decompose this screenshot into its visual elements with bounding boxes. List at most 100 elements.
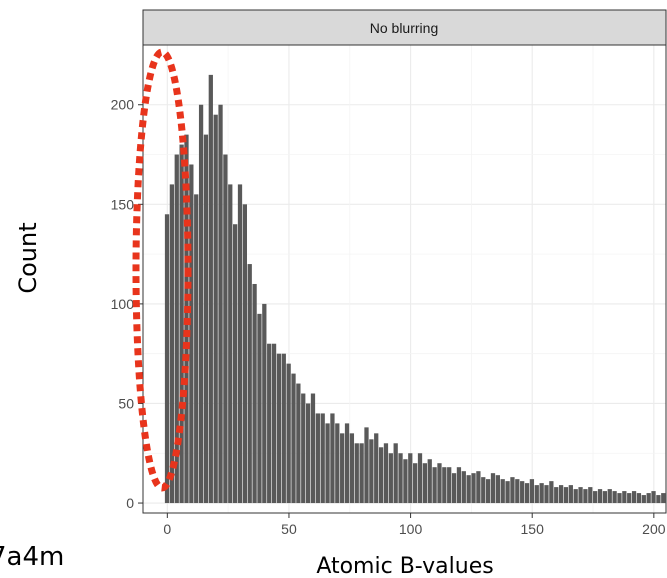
histogram-bar bbox=[447, 467, 452, 504]
histogram-bar bbox=[315, 413, 320, 504]
histogram-bar bbox=[451, 473, 457, 504]
histogram-bar bbox=[213, 114, 218, 504]
histogram-bar bbox=[164, 214, 170, 504]
histogram-bar bbox=[291, 373, 296, 504]
histogram-bar bbox=[554, 487, 559, 504]
histogram-bar bbox=[223, 154, 228, 504]
histogram-bar bbox=[267, 343, 272, 504]
histogram-bar bbox=[398, 453, 403, 504]
histogram-bar bbox=[194, 194, 199, 504]
histogram-bar bbox=[593, 491, 598, 504]
x-tick-label: 0 bbox=[163, 521, 171, 537]
histogram-bar bbox=[588, 487, 593, 504]
histogram-bar bbox=[388, 453, 393, 504]
histogram-bar bbox=[627, 493, 632, 504]
annotation-ellipse bbox=[132, 48, 192, 492]
histogram-bar bbox=[544, 485, 549, 504]
x-tick-label: 200 bbox=[642, 521, 666, 537]
histogram-bar bbox=[651, 491, 656, 504]
x-axis-title: Atomic B-values bbox=[316, 554, 493, 578]
histogram-bar bbox=[335, 423, 340, 504]
histogram-bar bbox=[417, 453, 423, 504]
histogram-bar bbox=[437, 463, 442, 504]
histogram-bar bbox=[558, 485, 564, 504]
histogram-bar bbox=[622, 491, 627, 504]
histogram-bar bbox=[490, 473, 496, 504]
histogram-bar bbox=[378, 447, 384, 504]
histogram-bar bbox=[602, 491, 608, 504]
histogram-bar bbox=[320, 413, 325, 504]
histogram-bar bbox=[325, 423, 330, 504]
histogram-bar bbox=[563, 487, 569, 504]
histogram-bar bbox=[344, 423, 350, 504]
histogram-bar bbox=[354, 443, 359, 504]
histogram-bar bbox=[228, 184, 233, 504]
histogram-bar bbox=[500, 479, 505, 504]
corner-label: 7a4m bbox=[0, 542, 64, 572]
histogram-bar bbox=[510, 477, 515, 504]
histogram-bar bbox=[340, 433, 345, 504]
histogram-bar bbox=[174, 154, 179, 504]
histogram-bar bbox=[481, 477, 486, 504]
histogram-bar bbox=[471, 473, 476, 504]
histogram-bars bbox=[164, 74, 666, 504]
histogram-bar bbox=[330, 413, 335, 504]
histogram-bar bbox=[262, 303, 267, 504]
histogram-bar bbox=[233, 224, 238, 504]
histogram-bar bbox=[573, 489, 578, 504]
y-tick-label: 200 bbox=[111, 97, 135, 113]
histogram-bar bbox=[646, 493, 651, 504]
histogram-bar bbox=[520, 481, 525, 504]
histogram-bar bbox=[242, 204, 247, 504]
histogram-bar bbox=[617, 493, 622, 504]
histogram-bar bbox=[408, 453, 413, 504]
facet-label: No blurring bbox=[370, 20, 438, 36]
histogram-bar bbox=[276, 353, 282, 504]
histogram-bar bbox=[257, 313, 262, 504]
histogram-bar bbox=[597, 489, 603, 504]
y-tick-label: 150 bbox=[111, 196, 135, 212]
histogram-bar bbox=[393, 443, 398, 504]
histogram-bar bbox=[607, 489, 612, 504]
histogram-bar bbox=[612, 491, 617, 504]
histogram-bar bbox=[208, 74, 213, 504]
histogram-bar bbox=[403, 459, 408, 504]
histogram-bar bbox=[515, 479, 520, 504]
histogram-bar bbox=[505, 481, 510, 504]
histogram-bar bbox=[578, 487, 583, 504]
histogram-bar bbox=[641, 495, 646, 504]
x-tick-label: 150 bbox=[521, 521, 545, 537]
histogram-bar bbox=[203, 134, 209, 504]
histogram-bar bbox=[432, 467, 437, 504]
axis-ticks: 0 50 100 150 200 0 50 100 150 200 bbox=[111, 97, 666, 537]
histogram-bar bbox=[524, 483, 530, 504]
histogram-bar bbox=[442, 467, 447, 504]
histogram-bar bbox=[296, 383, 301, 504]
histogram-bar bbox=[485, 479, 491, 504]
histogram-bar bbox=[247, 264, 252, 504]
histogram-bar bbox=[349, 433, 355, 504]
histogram-bar bbox=[534, 485, 539, 504]
histogram-bar bbox=[427, 459, 432, 504]
histogram-bar bbox=[301, 393, 306, 504]
histogram-bar bbox=[656, 495, 661, 504]
histogram-bar bbox=[359, 443, 364, 504]
histogram-bar bbox=[237, 184, 243, 504]
histogram-bar bbox=[661, 493, 666, 504]
histogram-bar bbox=[252, 283, 257, 504]
histogram-bar bbox=[179, 144, 184, 504]
histogram-bar bbox=[456, 467, 462, 504]
histogram-bar bbox=[310, 393, 316, 504]
histogram-bar bbox=[529, 479, 535, 504]
histogram-bar bbox=[364, 427, 369, 504]
facet-strip bbox=[142, 9, 667, 46]
histogram-bar bbox=[281, 353, 286, 504]
histogram-bar bbox=[539, 483, 544, 504]
histogram-bar bbox=[383, 443, 389, 504]
histogram-bar bbox=[413, 463, 418, 504]
histogram-bar bbox=[476, 471, 481, 504]
y-tick-label: 50 bbox=[118, 395, 134, 411]
x-tick-label: 50 bbox=[281, 521, 297, 537]
y-tick-label: 100 bbox=[111, 296, 135, 312]
